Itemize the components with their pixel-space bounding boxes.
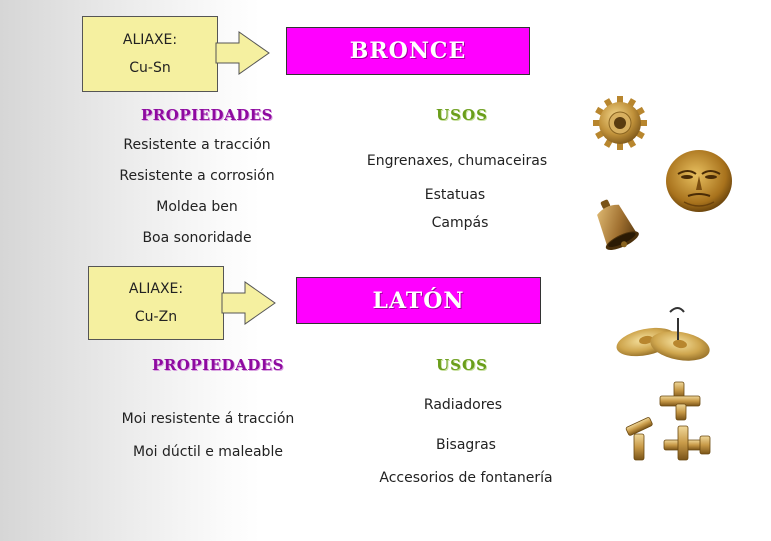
bronze-use-1: Engrenaxes, chumaceiras [366, 153, 548, 169]
brass-use-3: Accesorios de fontanería [379, 470, 553, 486]
bronze-property-3: Moldea ben [156, 199, 238, 215]
gold-mask-image [666, 150, 732, 212]
brass-title: LATÓN [296, 277, 541, 324]
brass-alloy-box: ALIAXE: Cu-Zn [88, 266, 224, 340]
bronze-properties-heading: PROPIEDADES [141, 106, 273, 124]
brass-alloy-label: ALIAXE: [128, 281, 184, 297]
bronze-property-1: Resistente a tracción [123, 137, 271, 153]
cymbals-image [616, 307, 710, 361]
brass-arrow-icon [221, 281, 276, 325]
brass-alloy-formula: Cu-Zn [134, 309, 178, 325]
bronze-arrow-icon [215, 31, 270, 75]
brass-use-2: Bisagras [436, 437, 496, 453]
bronze-use-2: Estatuas [424, 187, 486, 203]
brass-use-1: Radiadores [423, 397, 503, 413]
bronze-alloy-box: ALIAXE: Cu-Sn [82, 16, 218, 92]
bronze-property-2: Resistente a corrosión [119, 168, 275, 184]
bronze-use-3: Campás [431, 215, 489, 231]
brass-uses-heading: USOS [436, 356, 488, 374]
bell-image [597, 199, 639, 250]
pipe-fittings-image [625, 381, 711, 461]
brass-properties-heading: PROPIEDADES [152, 356, 284, 374]
bronze-alloy-formula: Cu-Sn [129, 60, 171, 76]
brass-property-2: Moi dúctil e maleable [133, 444, 283, 460]
bronze-title: BRONCE [286, 27, 530, 75]
bronze-property-4: Boa sonoridade [142, 230, 252, 246]
gear-image [593, 96, 647, 150]
bronze-alloy-label: ALIAXE: [122, 32, 178, 48]
brass-property-1: Moi resistente á tracción [121, 411, 295, 427]
bronze-uses-heading: USOS [436, 106, 488, 124]
